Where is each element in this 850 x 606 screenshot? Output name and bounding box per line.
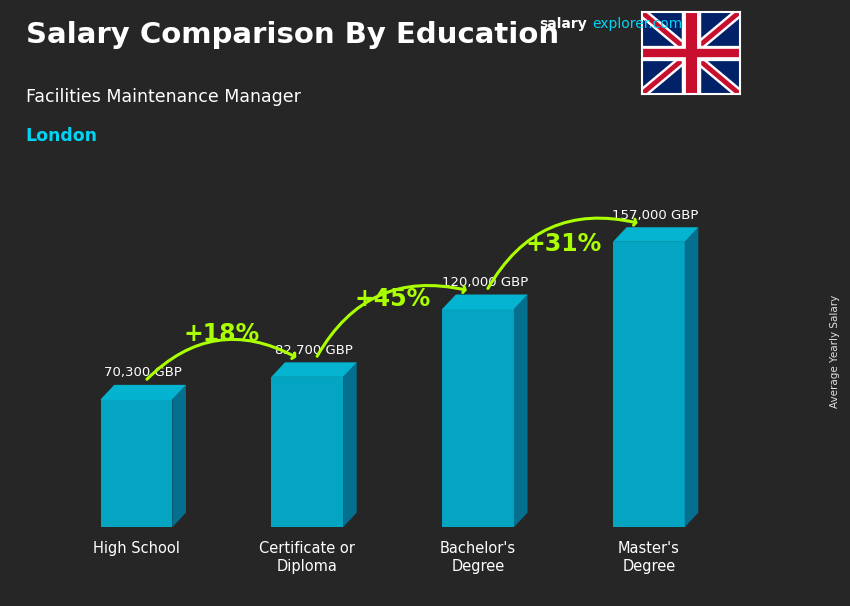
Text: 82,700 GBP: 82,700 GBP — [275, 344, 353, 357]
Text: 157,000 GBP: 157,000 GBP — [613, 209, 699, 222]
Text: Salary Comparison By Education: Salary Comparison By Education — [26, 21, 558, 49]
Polygon shape — [173, 385, 186, 527]
Polygon shape — [271, 377, 343, 527]
Polygon shape — [100, 399, 173, 527]
Polygon shape — [613, 227, 699, 242]
Text: 120,000 GBP: 120,000 GBP — [442, 276, 528, 289]
Text: +31%: +31% — [525, 231, 602, 256]
Text: 70,300 GBP: 70,300 GBP — [105, 367, 182, 379]
Polygon shape — [343, 362, 357, 527]
Polygon shape — [514, 295, 528, 527]
Text: Facilities Maintenance Manager: Facilities Maintenance Manager — [26, 88, 300, 106]
Polygon shape — [613, 242, 684, 527]
Polygon shape — [442, 295, 528, 309]
Text: +18%: +18% — [184, 322, 260, 346]
Text: London: London — [26, 127, 98, 145]
Polygon shape — [271, 362, 357, 377]
Polygon shape — [442, 309, 514, 527]
Text: explorer.com: explorer.com — [592, 17, 683, 31]
Polygon shape — [100, 385, 186, 399]
Polygon shape — [684, 227, 699, 527]
Text: Average Yearly Salary: Average Yearly Salary — [830, 295, 840, 408]
Text: salary: salary — [540, 17, 587, 31]
Text: +45%: +45% — [354, 287, 431, 311]
